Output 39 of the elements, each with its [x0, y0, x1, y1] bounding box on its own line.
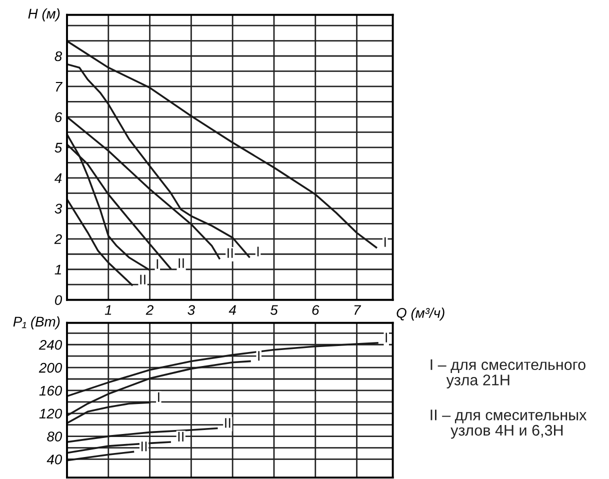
series-label: II [140, 274, 146, 284]
series-label: I [386, 332, 388, 342]
y-tick-label: 6 [55, 112, 62, 122]
text: II – для смесительных узлов 4H и 6,3H [430, 410, 587, 439]
y-axis-title: P₁ (Вт) [13, 316, 60, 330]
series-label: II [225, 418, 230, 428]
series-label: I [156, 259, 158, 269]
y-tick-label: 2 [54, 234, 62, 244]
series-label: II [178, 258, 184, 268]
y-tick-label: 8 [54, 51, 62, 62]
y-tick-label: 5 [54, 142, 62, 153]
y-axis-title: H (м) [28, 8, 60, 22]
y-tick-label: 3 [54, 204, 62, 214]
y-tick-label: 1 [54, 264, 61, 274]
y-tick-label: 200 [38, 362, 62, 373]
x-tick-label: 5 [270, 305, 278, 315]
series-label: II [178, 432, 184, 442]
y-tick-label: 160 [39, 386, 62, 396]
x-tick-label: 3 [188, 305, 195, 315]
series-label: II [228, 248, 233, 258]
y-tick-label: 4 [54, 173, 62, 183]
x-tick-label: 1 [104, 305, 112, 315]
x-tick-label: 7 [354, 305, 362, 315]
series-label: I [158, 392, 160, 402]
x-axis-title: Q (м³/ч) [396, 308, 444, 321]
series-label: I [257, 246, 259, 256]
text: I – для смесительного узла 21H [430, 359, 586, 388]
y-tick-label: 240 [38, 340, 62, 350]
x-tick-label: 2 [146, 305, 154, 315]
series-label: I [384, 237, 386, 247]
series-label: I [258, 351, 260, 361]
x-tick-label: 6 [312, 305, 320, 315]
x-tick-label: 4 [228, 305, 236, 315]
y-tick-label: 80 [47, 432, 62, 442]
series-label: II [141, 442, 147, 452]
y-tick-label: 40 [46, 454, 62, 464]
y-tick-label: 0 [55, 295, 62, 306]
y-tick-label: 120 [39, 408, 62, 419]
y-tick-label: 7 [56, 82, 63, 92]
